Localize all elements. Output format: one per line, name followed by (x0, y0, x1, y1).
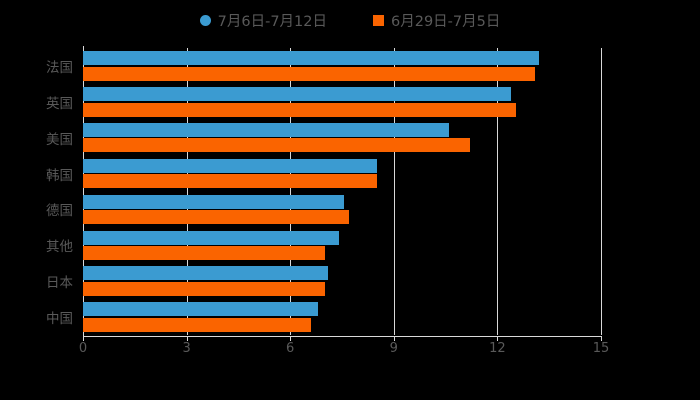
legend-label-series-0: 7月6日-7月12日 (217, 13, 327, 30)
y-axis-label: 中国 (46, 311, 73, 328)
x-tick-label: 3 (182, 341, 191, 356)
plot-area (83, 48, 601, 335)
bar-0[interactable] (83, 194, 344, 209)
y-axis-line (83, 46, 84, 337)
x-tick-mark (290, 336, 292, 341)
bar-0[interactable] (83, 122, 450, 137)
chart-legend: 7月6日-7月12日 6月29日-7月5日 (0, 0, 700, 40)
x-tick-label: 15 (592, 341, 610, 356)
bar-0[interactable] (83, 158, 377, 173)
bar-0[interactable] (83, 51, 539, 66)
x-tick-label: 12 (489, 341, 506, 356)
bar-1[interactable] (83, 174, 377, 189)
gridline (393, 48, 395, 335)
y-axis-label: 德国 (46, 203, 73, 220)
gridline (186, 48, 188, 335)
bar-1[interactable] (83, 317, 311, 332)
x-tick-mark (497, 336, 499, 341)
bar-0[interactable] (83, 266, 329, 281)
y-axis-label: 美国 (46, 131, 73, 148)
bar-1[interactable] (83, 102, 517, 117)
y-axis-label: 法国 (46, 59, 73, 76)
bar-1[interactable] (83, 210, 349, 225)
legend-item-series-1[interactable]: 6月29日-7月5日 (373, 10, 500, 31)
x-tick-label: 9 (389, 341, 398, 356)
bar-0[interactable] (83, 302, 318, 317)
bar-0[interactable] (83, 230, 339, 245)
y-axis-label: 其他 (46, 239, 73, 256)
bar-0[interactable] (83, 87, 512, 102)
legend-square-marker-icon (373, 14, 384, 26)
bar-1[interactable] (83, 66, 536, 81)
gridline (497, 48, 499, 335)
legend-circle-marker-icon (199, 14, 211, 26)
x-tick-mark (186, 336, 188, 341)
x-tick-label: 0 (78, 341, 88, 356)
legend-item-series-0[interactable]: 7月6日-7月12日 (199, 10, 327, 31)
x-tick-mark (601, 336, 602, 341)
x-tick-label: 6 (286, 341, 295, 356)
legend-label-series-1: 6月29日-7月5日 (391, 13, 501, 30)
gridline (601, 48, 602, 335)
bar-1[interactable] (83, 138, 470, 153)
bar-1[interactable] (83, 281, 325, 296)
y-axis-label: 日本 (46, 275, 73, 292)
y-axis-label: 英国 (46, 95, 73, 112)
x-tick-mark (393, 336, 395, 341)
x-axis-line (83, 336, 601, 337)
x-tick-mark (83, 336, 84, 341)
gridline (290, 48, 292, 335)
bar-1[interactable] (83, 246, 325, 261)
y-axis-label: 韩国 (46, 167, 73, 184)
